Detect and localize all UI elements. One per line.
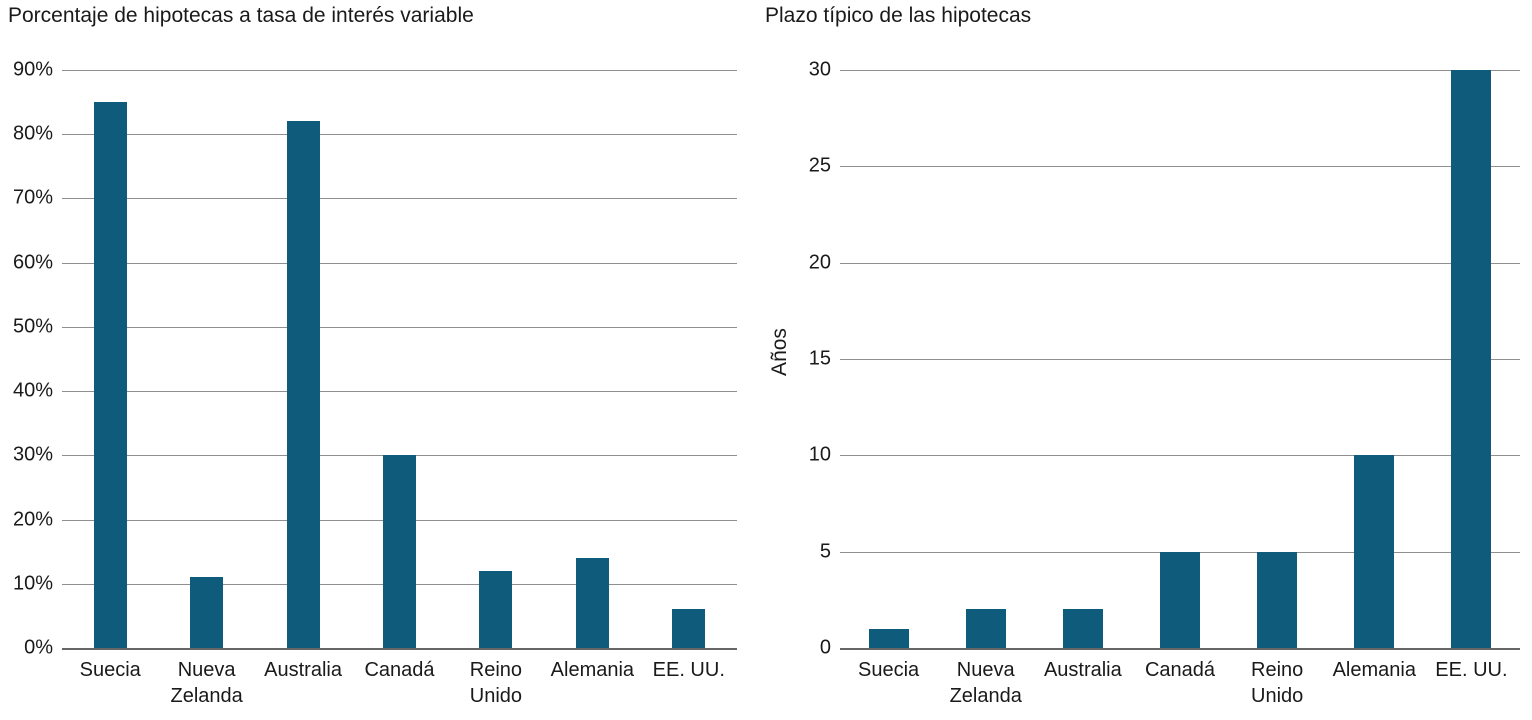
y-tick-label: 30 [808,58,831,81]
gridline [840,166,1520,168]
x-axis-label: Australia [264,659,342,681]
bar [479,570,513,648]
bar [383,455,416,648]
gridline [840,455,1520,457]
bar [1062,609,1103,648]
x-axis-label: Reino Unido [469,659,523,707]
y-tick-label: 25 [808,154,831,177]
bar [1257,551,1298,648]
plot-area [62,70,737,650]
y-tick-label: 20% [12,508,53,531]
y-axis: 0% 10% 20% 30% 40% 50% 60% 70% 80% 90% [0,59,62,659]
bar [93,102,127,648]
x-axis-label: Nueva Zelanda [170,659,243,707]
x-axis-label: Nueva Zelanda [949,659,1022,707]
y-tick-label: 30% [12,443,53,466]
x-axis-label: Alemania [550,659,635,681]
bar [868,628,909,648]
bar [965,609,1006,648]
variable-rate-mortgage-chart: Porcentaje de hipotecas a tasa de interé… [0,0,752,720]
bar [1354,455,1395,648]
y-tick-label: 40% [12,379,53,402]
gridline [840,359,1520,360]
gridline [62,134,737,136]
y-tick-label: 60% [12,251,53,274]
x-axis: Suecia Nueva Zelanda Australia Canadá Reino … [62,657,737,717]
gridline [62,391,737,393]
y-tick-label: 70% [12,186,53,209]
gridline [62,326,737,328]
y-tick-label: 15 [808,347,831,370]
mortgage-term-chart: Plazo típico de las hipotecas Años 0 5 10 1… [762,0,1532,720]
x-axis-label: Suecia [857,659,920,681]
x-axis-label: Reino Unido [1251,659,1304,707]
x-axis-label: Canadá [364,659,435,681]
bar [286,121,320,648]
y-tick-label: 0% [24,636,53,659]
y-tick-label: 20 [808,251,831,274]
gridline [62,198,737,200]
x-axis-label: Alemania [1332,659,1416,681]
bar [1160,551,1200,648]
x-axis-label: EE. UU. [652,659,725,681]
x-axis-label: Canadá [1144,659,1216,681]
chart-title: Porcentaje de hipotecas a tasa de interé… [8,4,474,27]
y-tick-label: 10 [808,443,831,466]
y-tick-label: 80% [12,122,53,145]
chart-title: Plazo típico de las hipotecas [765,4,1032,27]
y-tick-label: 90% [12,58,53,81]
x-axis-label: Suecia [79,659,141,681]
bar [1451,70,1492,648]
x-axis: Suecia Nueva Zelanda Australia Canadá Reino … [840,657,1520,717]
gridline [62,262,737,264]
plot-area [840,70,1520,650]
bar [575,558,609,648]
bar [672,609,706,648]
bar [190,577,224,648]
y-axis: 0 5 10 15 20 25 30 [762,59,840,659]
y-tick-label: 10% [12,572,53,595]
x-axis-label: EE. UU. [1435,659,1508,681]
x-axis-label: Australia [1043,659,1122,681]
y-tick-label: 0 [819,636,831,659]
gridline [62,70,737,71]
gridline [840,262,1520,264]
gridline [840,70,1520,71]
y-tick-label: 5 [819,540,831,563]
y-tick-label: 50% [12,315,53,338]
